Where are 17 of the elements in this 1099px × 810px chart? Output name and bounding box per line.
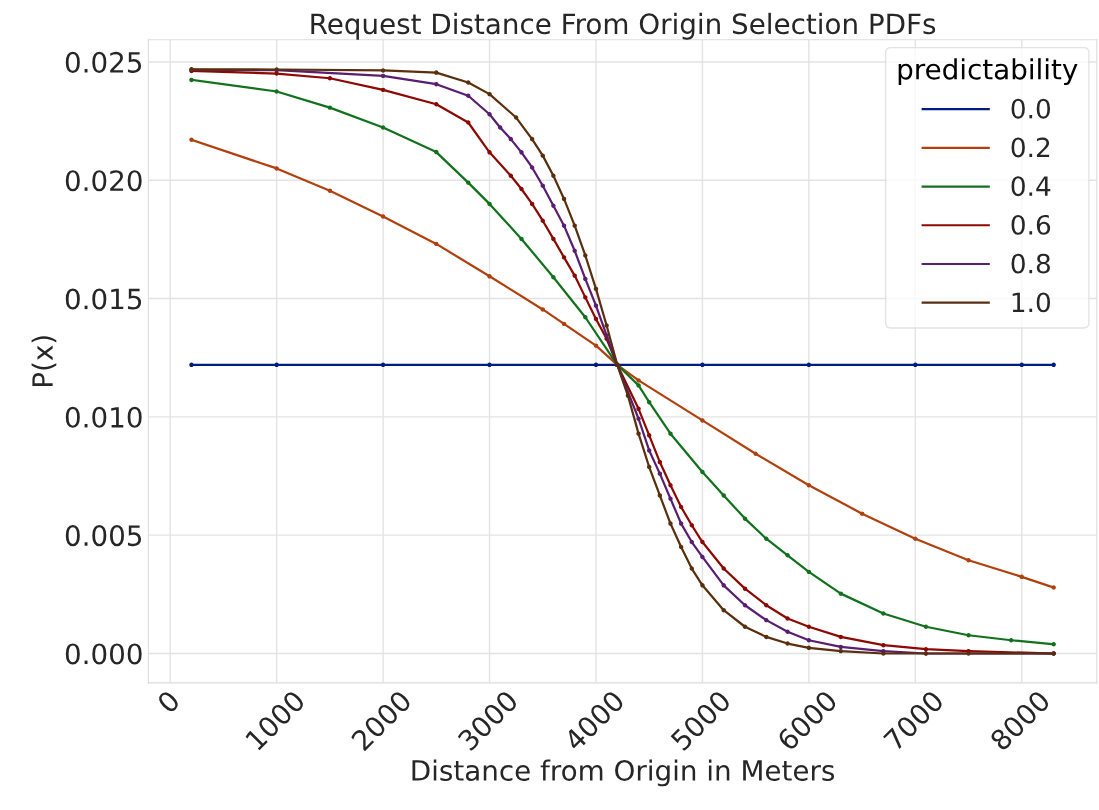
legend-label: 0.2 [1011,137,1050,158]
legend-label: 0.8 [1011,253,1050,274]
legend-label: 1.0 [1012,292,1051,313]
legend-label: 0.0 [1011,98,1051,119]
y-tick-label: 0.000 [65,643,142,665]
chart-title: Request Distance From Origin Selection PDFs [311,12,936,40]
x-tick-label: 0 [156,689,181,715]
y-tick-label: 0.025 [65,51,142,73]
y-tick-label: 0.010 [65,406,142,428]
y-tick-label: 0.020 [65,170,142,192]
legend-label: 0.4 [1011,176,1051,197]
legend-title: predictability [898,58,1078,86]
legend-label: 0.6 [1011,214,1051,235]
x-axis-title: Distance from Origin in Meters [412,759,835,787]
y-tick-label: 0.005 [65,525,142,547]
y-tick-label: 0.015 [65,288,142,310]
y-axis-title: P(x) [31,336,57,386]
